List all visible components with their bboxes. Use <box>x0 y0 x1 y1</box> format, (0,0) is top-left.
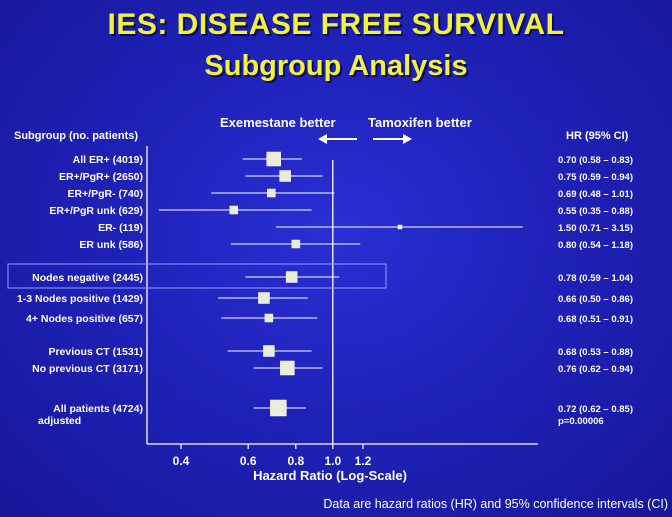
hr-column-header: HR (95% CI) <box>566 130 629 142</box>
forest-row: ER unk (586) 0.80 (0.54 – 1.18) <box>79 239 633 251</box>
x-tick-label: 1.2 <box>355 454 372 468</box>
hr-value: 0.78 (0.59 – 1.04) <box>558 273 633 284</box>
hr-value: 0.70 (0.58 – 0.83) <box>558 155 633 166</box>
forest-row: ER- (119) 1.50 (0.71 – 3.15) <box>98 222 633 234</box>
hr-marker <box>264 313 274 323</box>
hr-marker <box>266 151 281 167</box>
subgroup-label: All ER+ (4019) <box>73 154 143 166</box>
subgroup-label: ER+/PgR- (740) <box>67 188 143 200</box>
subgroup-label: 1-3 Nodes positive (1429) <box>17 293 143 305</box>
footnote: Data are hazard ratios (HR) and 95% conf… <box>323 497 668 511</box>
forest-rows: All ER+ (4019) 0.70 (0.58 – 0.83) ER+/PgR+… <box>17 151 633 427</box>
hr-marker <box>285 271 298 283</box>
hr-value: 0.75 (0.59 – 0.94) <box>558 172 633 183</box>
x-tick-label: 0.6 <box>240 454 257 468</box>
title-line2: Subgroup Analysis <box>204 50 468 82</box>
forest-row: 4+ Nodes positive (657) 0.68 (0.51 – 0.91… <box>26 313 633 325</box>
subgroup-label: Previous CT (1531) <box>48 346 143 358</box>
highlight-box <box>7 263 387 289</box>
subgroup-label-line2: adjusted <box>38 415 81 427</box>
hr-marker <box>267 188 276 198</box>
hr-marker <box>397 224 403 230</box>
hr-marker <box>270 399 287 417</box>
subgroup-label: ER+/PgR unk (629) <box>49 205 143 217</box>
hr-marker <box>291 239 301 249</box>
subgroup-label: Nodes negative (2445) <box>32 272 143 284</box>
hr-marker <box>280 360 295 376</box>
title-line1: IES: DISEASE FREE SURVIVAL <box>107 8 565 41</box>
hr-marker <box>258 292 270 304</box>
hr-value: 0.72 (0.62 – 0.85) <box>558 404 633 415</box>
hr-value: 0.76 (0.62 – 0.94) <box>558 364 633 375</box>
subgroup-label: ER- (119) <box>98 222 143 234</box>
hr-marker <box>279 170 291 182</box>
forest-row: Previous CT (1531) 0.68 (0.53 – 0.88) <box>48 345 633 358</box>
forest-row: ER+/PgR unk (629) 0.55 (0.35 – 0.88) <box>49 205 633 217</box>
direction-left-label: Exemestane better <box>220 115 336 130</box>
x-tick-label: 1.0 <box>324 454 341 468</box>
x-ticks: 0.4 0.6 0.8 1.0 1.2 <box>173 444 372 468</box>
forest-row: All ER+ (4019) 0.70 (0.58 – 0.83) <box>73 151 633 167</box>
forest-row: Nodes negative (2445) 0.78 (0.59 – 1.04) <box>32 271 633 284</box>
x-axis-label: Hazard Ratio (Log-Scale) <box>253 468 407 483</box>
right-arrow-icon <box>373 134 412 144</box>
direction-right-label: Tamoxifen better <box>368 115 472 130</box>
forest-row: 1-3 Nodes positive (1429) 0.66 (0.50 – 0.… <box>17 292 633 305</box>
subgroup-label: 4+ Nodes positive (657) <box>26 313 143 325</box>
hr-marker <box>229 205 239 215</box>
forest-row: No previous CT (3171) 0.76 (0.62 – 0.94) <box>32 360 633 376</box>
forest-row: All patients (4724)adjusted 0.72 (0.62 – … <box>38 399 633 427</box>
subgroup-label: ER unk (586) <box>79 239 143 251</box>
hr-value: 0.66 (0.50 – 0.86) <box>558 294 633 305</box>
x-tick-label: 0.8 <box>287 454 304 468</box>
hr-value: 0.68 (0.53 – 0.88) <box>558 347 633 358</box>
x-tick-label: 0.4 <box>173 454 190 468</box>
forest-row: ER+/PgR+ (2650) 0.75 (0.59 – 0.94) <box>59 170 633 183</box>
hr-value: 0.69 (0.48 – 1.01) <box>558 189 633 200</box>
hr-marker <box>263 345 275 357</box>
subgroup-column-header: Subgroup (no. patients) <box>14 130 138 142</box>
subgroup-label: All patients (4724) <box>53 403 143 415</box>
hr-value: 1.50 (0.71 – 3.15) <box>558 223 633 234</box>
left-arrow-icon <box>318 134 357 144</box>
forest-row: ER+/PgR- (740) 0.69 (0.48 – 1.01) <box>67 188 633 200</box>
p-value: p=0.00006 <box>558 416 604 427</box>
subgroup-label: No previous CT (3171) <box>32 363 143 375</box>
hr-value: 0.55 (0.35 – 0.88) <box>558 206 633 217</box>
subgroup-label: ER+/PgR+ (2650) <box>59 171 143 183</box>
hr-value: 0.68 (0.51 – 0.91) <box>558 314 633 325</box>
hr-value: 0.80 (0.54 – 1.18) <box>558 240 633 251</box>
